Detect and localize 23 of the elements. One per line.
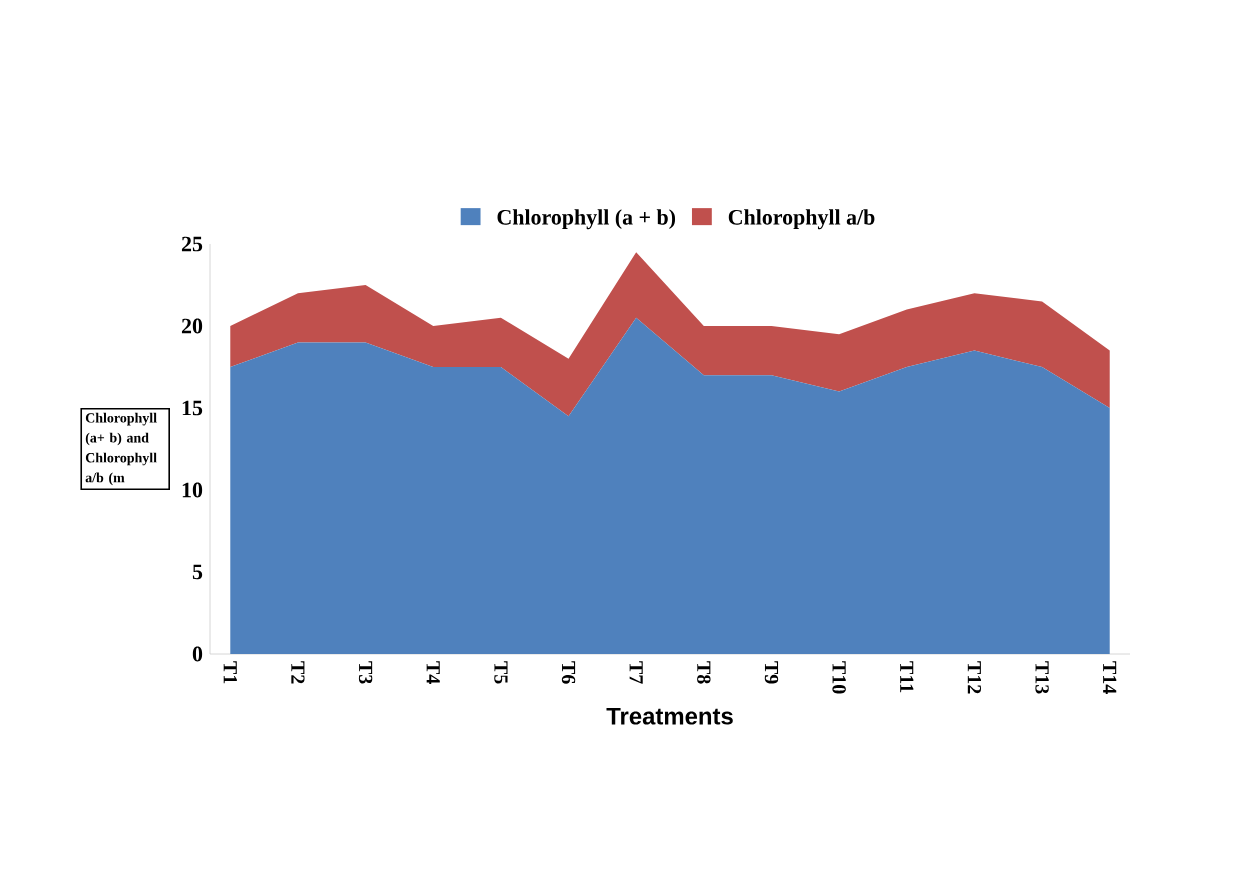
- x-tick-label: T8: [697, 661, 711, 684]
- y-tick-label: 15: [182, 400, 203, 416]
- y-tick-label: 5: [192, 564, 203, 580]
- x-tick-label: T6: [561, 661, 576, 684]
- y-tick-label: 25: [181, 236, 203, 252]
- x-tick-label: T1: [223, 661, 237, 684]
- y-tick-label: 20: [181, 318, 203, 334]
- x-tick-label: T10: [832, 661, 846, 694]
- legend-label: Chlorophyll (a + b): [497, 209, 676, 230]
- legend-label: Chlorophyll a/b: [728, 209, 875, 230]
- x-axis-title: Treatments: [606, 707, 733, 725]
- x-tick-label: T7: [629, 661, 643, 684]
- x-tick-label: T11: [900, 661, 914, 693]
- y-tick-label: 10: [182, 482, 203, 498]
- x-tick-label: T14: [1103, 661, 1117, 694]
- y-tick-label: 0: [192, 646, 203, 662]
- x-tick-label: T2: [291, 661, 305, 684]
- x-tick-label: T5: [494, 661, 508, 684]
- x-tick-label: T9: [764, 661, 779, 684]
- x-tick-label: T13: [1035, 661, 1049, 694]
- x-tick-label: T3: [358, 661, 373, 684]
- x-tick-label: T4: [426, 661, 440, 684]
- x-tick-label: T12: [967, 661, 982, 694]
